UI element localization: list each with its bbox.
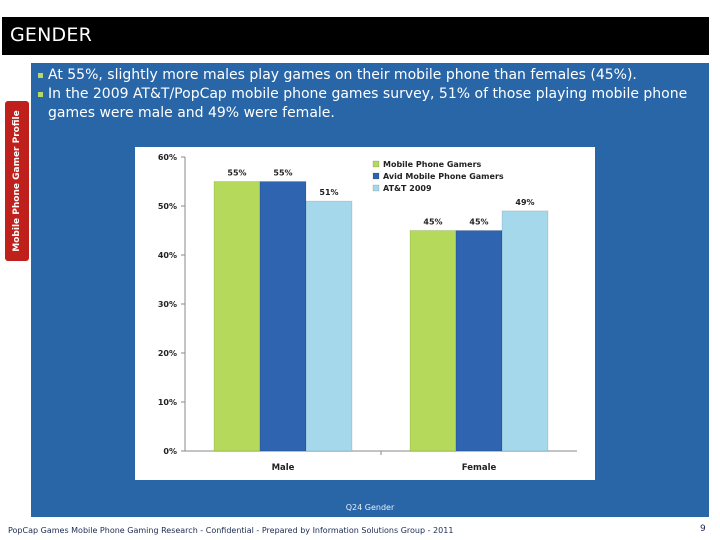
- y-tick-label: 30%: [158, 300, 177, 309]
- title-bar: GENDER: [2, 17, 709, 55]
- slide-title: GENDER: [10, 24, 92, 46]
- legend-swatch: [372, 184, 380, 192]
- bar-value-label: 45%: [469, 218, 488, 227]
- source-note: Q24 Gender: [345, 503, 395, 512]
- bullet-list: At 55%, slightly more males play games o…: [38, 66, 706, 123]
- bar: [305, 200, 353, 452]
- bullet-item: In the 2009 AT&T/PopCap mobile phone gam…: [38, 85, 706, 123]
- bar-value-label: 55%: [273, 169, 292, 178]
- legend-label: Avid Mobile Phone Gamers: [383, 172, 504, 181]
- bullet-item: At 55%, slightly more males play games o…: [38, 66, 706, 85]
- bar: [501, 210, 549, 452]
- bar-value-label: 55%: [227, 169, 246, 178]
- footer-text: PopCap Games Mobile Phone Gaming Researc…: [8, 526, 454, 535]
- y-tick-label: 20%: [158, 349, 177, 358]
- bar-chart: 0% 10% 20% 30% 40% 50% 60% 55% 55% 51% Male 45% 45% 4…: [158, 153, 577, 473]
- bullet-text: At 55%, slightly more males play games o…: [48, 67, 637, 83]
- y-tick-label: 60%: [158, 153, 177, 162]
- legend-swatch: [372, 172, 380, 180]
- bar: [213, 181, 261, 452]
- legend-swatch: [372, 160, 380, 168]
- category-label: Female: [462, 463, 497, 473]
- legend-label: Mobile Phone Gamers: [383, 160, 482, 169]
- side-tab-label: Mobile Phone Gamer Profile: [12, 110, 22, 252]
- chart-area: 0% 10% 20% 30% 40% 50% 60% 55% 55% 51% Male 45% 45% 4…: [135, 147, 595, 480]
- bar: [455, 230, 503, 452]
- bar-value-label: 51%: [319, 188, 338, 197]
- y-tick-label: 40%: [158, 251, 177, 260]
- page-number: 9: [700, 524, 706, 534]
- bullet-square-icon: [38, 73, 43, 78]
- side-tab: Mobile Phone Gamer Profile: [5, 101, 29, 261]
- bar-value-label: 49%: [515, 198, 534, 207]
- y-tick-label: 10%: [158, 398, 177, 407]
- legend-label: AT&T 2009: [383, 184, 432, 193]
- bullet-square-icon: [38, 92, 43, 97]
- bar-value-label: 45%: [423, 218, 442, 227]
- y-tick-label: 0%: [163, 447, 177, 456]
- bar: [409, 230, 457, 452]
- category-label: Male: [272, 463, 295, 473]
- y-tick-label: 50%: [158, 202, 177, 211]
- bullet-text: In the 2009 AT&T/PopCap mobile phone gam…: [48, 86, 688, 121]
- bar: [259, 181, 307, 452]
